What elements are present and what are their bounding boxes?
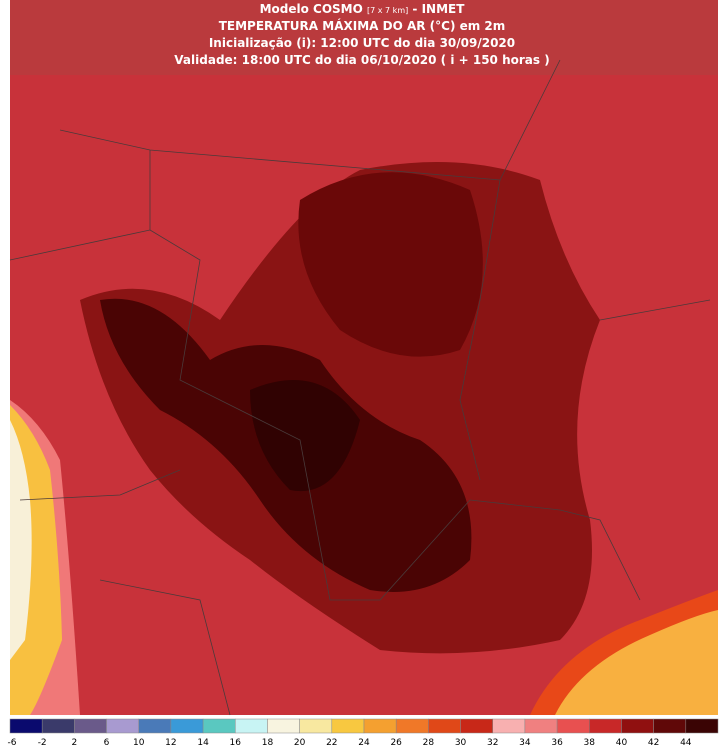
colorbar-label: 20 <box>294 738 306 748</box>
colorbar-swatch <box>41 718 75 734</box>
colorbar-label: 26 <box>390 738 402 748</box>
title-part: [7 x 7 km] <box>367 6 408 15</box>
map <box>9 0 718 716</box>
colorbar-label: 38 <box>584 738 596 748</box>
colorbar: -6 -2 2 6 10 12 14 16 18 20 22 24 26 28 30 32 34 36 38 40 42… <box>8 718 719 748</box>
colorbar-swatch <box>524 718 558 734</box>
colorbar-label: 16 <box>230 738 242 748</box>
colorbar-label: 2 <box>71 738 77 748</box>
colorbar-swatch <box>9 718 43 734</box>
title-line: TEMPERATURA MÁXIMA DO AR (°C) em 2m <box>219 18 506 33</box>
colorbar-label: -6 <box>8 738 17 748</box>
colorbar-swatch <box>202 718 236 734</box>
colorbar-swatch <box>395 718 429 734</box>
colorbar-swatch <box>267 718 300 734</box>
colorbar-label: 44 <box>680 738 692 748</box>
colorbar-swatch <box>556 718 590 734</box>
colorbar-label: 14 <box>197 738 209 748</box>
colorbar-swatch <box>460 718 493 734</box>
colorbar-label: -2 <box>38 738 47 748</box>
colorbar-swatch <box>589 718 622 734</box>
ocean-warm <box>555 610 718 715</box>
colorbar-label: 18 <box>262 738 274 748</box>
colorbar-swatch <box>685 718 719 734</box>
colorbar-label: 24 <box>358 738 370 748</box>
colorbar-label: 12 <box>165 738 176 748</box>
cold-core <box>10 420 32 660</box>
title-line: Inicialização (i): 12:00 UTC do dia 30/0… <box>209 36 515 50</box>
colorbar-label: 28 <box>423 738 435 748</box>
title-line: Modelo COSMO [7 x 7 km] - INMET <box>260 2 466 16</box>
colorbar-label: 10 <box>133 738 145 748</box>
colorbar-label: 22 <box>326 738 337 748</box>
title-part: - INMET <box>412 2 465 16</box>
title-line: Validade: 18:00 UTC do dia 06/10/2020 ( … <box>174 53 549 67</box>
colorbar-swatch <box>106 718 139 734</box>
colorbar-swatch <box>235 718 268 734</box>
colorbar-swatch <box>428 718 461 734</box>
colorbar-label: 34 <box>519 738 531 748</box>
colorbar-label: 32 <box>487 738 498 748</box>
colorbar-swatch <box>138 718 172 734</box>
title-part: Modelo COSMO <box>260 2 363 16</box>
borders <box>9 59 711 716</box>
header-band <box>10 0 718 75</box>
colorbar-label: 6 <box>104 738 110 748</box>
colorbar-swatch <box>621 718 654 734</box>
extreme-core <box>250 380 360 492</box>
colorbar-swatch <box>492 718 526 734</box>
colorbar-label: 42 <box>648 738 659 748</box>
colorbar-label: 40 <box>616 738 628 748</box>
colorbar-swatch <box>331 718 365 734</box>
very-hot-zone <box>298 172 483 357</box>
colorbar-label: 36 <box>551 738 563 748</box>
colorbar-swatch <box>170 718 204 734</box>
colorbar-swatch <box>299 718 333 734</box>
colorbar-swatch <box>653 718 687 734</box>
colorbar-label: 30 <box>455 738 467 748</box>
colorbar-swatch <box>363 718 397 734</box>
colorbar-swatch <box>74 718 107 734</box>
